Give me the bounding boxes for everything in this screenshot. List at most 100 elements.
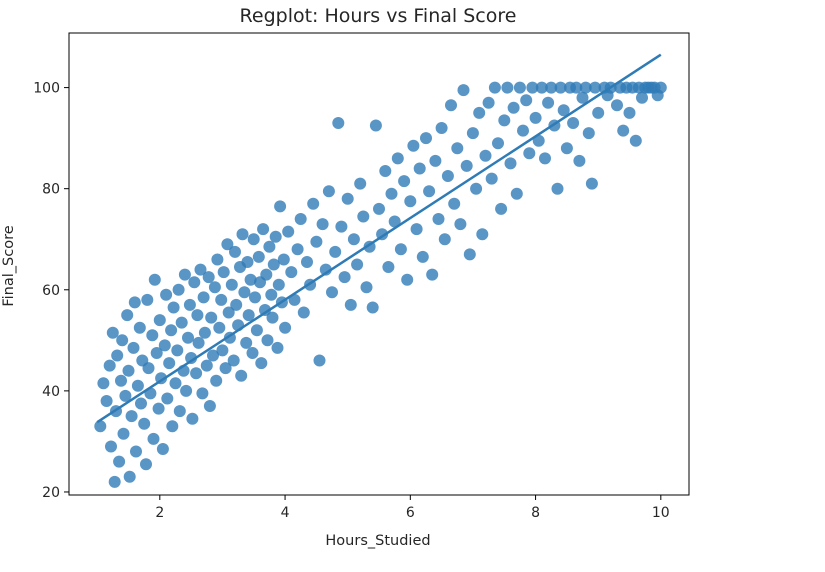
data-point xyxy=(432,213,445,225)
data-point xyxy=(570,81,583,94)
data-point xyxy=(203,400,216,412)
data-point xyxy=(106,326,119,339)
data-point xyxy=(247,233,260,246)
data-point xyxy=(165,324,178,337)
data-point xyxy=(240,336,253,349)
data-point xyxy=(221,238,234,251)
data-point xyxy=(523,147,536,160)
data-point xyxy=(557,104,570,117)
data-point xyxy=(242,309,255,322)
data-point xyxy=(108,475,121,488)
data-point xyxy=(554,81,567,94)
data-point xyxy=(173,405,186,418)
data-point xyxy=(482,96,495,109)
data-point xyxy=(235,369,248,382)
data-point xyxy=(202,271,215,284)
data-point xyxy=(545,81,558,94)
data-point xyxy=(492,137,504,150)
data-point xyxy=(261,334,274,347)
data-point xyxy=(435,122,448,134)
data-point xyxy=(394,243,407,256)
data-point xyxy=(186,412,199,425)
x-axis-ticks: 2 4 6 8 10 xyxy=(155,495,670,521)
data-point xyxy=(147,432,160,445)
data-point xyxy=(255,357,268,370)
data-point xyxy=(560,142,573,155)
data-point xyxy=(445,99,457,112)
data-point xyxy=(476,228,489,241)
data-point xyxy=(463,248,476,261)
data-point xyxy=(579,81,592,94)
data-point xyxy=(229,245,241,258)
data-point xyxy=(338,271,351,284)
data-point xyxy=(207,349,219,362)
data-point xyxy=(158,339,171,352)
y-tick-label: 20 xyxy=(42,485,60,501)
data-point xyxy=(133,321,146,334)
data-point xyxy=(191,309,204,322)
data-point xyxy=(172,283,185,296)
data-point xyxy=(252,250,265,263)
data-point xyxy=(216,344,229,357)
data-point xyxy=(130,445,142,458)
x-tick-label: 2 xyxy=(155,505,164,521)
data-point xyxy=(526,81,539,94)
data-point xyxy=(194,263,207,276)
data-point xyxy=(141,293,154,306)
data-point xyxy=(200,359,213,372)
data-point xyxy=(250,324,263,337)
data-point xyxy=(354,177,367,190)
regression-layer xyxy=(96,53,662,424)
data-point xyxy=(128,296,141,309)
data-point xyxy=(504,157,517,170)
data-point xyxy=(413,162,426,175)
data-point xyxy=(116,334,129,347)
data-point xyxy=(259,304,271,316)
data-point xyxy=(448,197,461,210)
data-point xyxy=(426,268,439,281)
data-point xyxy=(623,106,636,119)
data-point xyxy=(485,172,498,185)
data-point xyxy=(313,354,326,367)
data-point xyxy=(94,420,107,433)
data-point xyxy=(142,362,155,375)
data-point xyxy=(196,387,209,400)
data-point xyxy=(551,182,564,195)
data-point xyxy=(215,293,228,306)
data-point xyxy=(636,91,648,104)
data-point xyxy=(167,301,180,314)
data-point xyxy=(249,291,261,304)
data-point xyxy=(301,256,313,268)
data-point xyxy=(190,367,203,380)
data-point xyxy=(344,298,357,311)
data-point xyxy=(152,402,165,415)
data-point xyxy=(513,81,526,94)
data-point xyxy=(105,440,117,453)
data-point xyxy=(360,281,373,294)
data-point xyxy=(366,301,379,314)
data-point xyxy=(488,81,501,94)
x-tick-label: 10 xyxy=(652,505,670,521)
data-point xyxy=(407,139,420,152)
data-point xyxy=(166,420,179,433)
data-point xyxy=(297,306,310,319)
data-point xyxy=(285,266,298,279)
data-point xyxy=(197,291,210,304)
data-point xyxy=(160,288,173,301)
data-point xyxy=(122,364,135,377)
chart-title: Regplot: Hours vs Final Score xyxy=(240,5,517,27)
data-point xyxy=(236,228,249,241)
data-point xyxy=(617,124,630,137)
data-point xyxy=(441,170,454,182)
data-point xyxy=(341,192,354,205)
regression-line xyxy=(96,53,662,424)
data-point xyxy=(542,96,555,109)
data-point xyxy=(180,384,193,397)
data-point xyxy=(111,349,124,362)
data-point xyxy=(379,165,392,177)
data-point xyxy=(148,273,161,286)
data-point xyxy=(238,286,251,299)
data-point xyxy=(589,81,602,94)
data-point xyxy=(329,245,342,258)
